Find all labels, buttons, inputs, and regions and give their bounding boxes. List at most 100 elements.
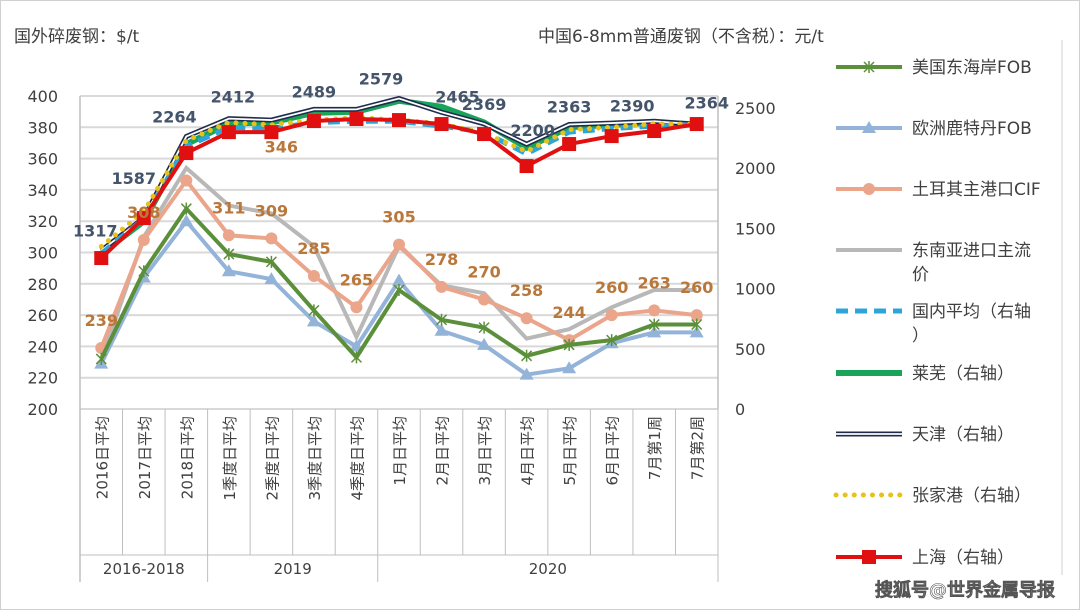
data-point <box>606 334 618 347</box>
series-line-inner <box>100 97 697 252</box>
group-label: 2016-2018 <box>103 560 185 578</box>
right-axis-title: 中国6-8mm普通废钢（不含税）：元/t <box>538 27 824 47</box>
data-point <box>520 312 533 325</box>
legend-label: 东南亚进口主流价 <box>912 241 1031 285</box>
category-label: 4季度日平均 <box>348 416 366 501</box>
data-point <box>264 272 279 285</box>
data-point <box>863 61 875 73</box>
right-tick-label: 2500 <box>735 99 776 118</box>
data-point <box>138 265 150 278</box>
data-point <box>308 304 320 317</box>
series-line <box>99 118 697 256</box>
data-label: 2363 <box>547 98 592 117</box>
category-label: 1季度日平均 <box>221 416 239 501</box>
data-point <box>222 229 235 242</box>
legend-item: 欧洲鹿特丹FOB <box>836 119 1032 139</box>
right-tick-label: 1500 <box>735 219 776 238</box>
data-label: 270 <box>467 262 500 281</box>
right-tick-label: 0 <box>735 400 745 419</box>
legend-label: 美国东海岸FOB <box>912 58 1032 78</box>
data-point <box>180 174 193 187</box>
category-label: 1月日平均 <box>391 416 409 486</box>
data-label: 258 <box>510 281 543 300</box>
data-point <box>223 248 235 261</box>
data-point <box>862 550 876 564</box>
data-point <box>307 269 320 282</box>
data-point <box>563 338 575 351</box>
left-tick-label: 280 <box>27 275 58 294</box>
data-label: 346 <box>265 138 298 157</box>
data-point <box>221 125 236 140</box>
category-label: 2月日平均 <box>434 416 452 486</box>
data-point <box>521 349 533 362</box>
left-tick-label: 340 <box>27 181 58 200</box>
data-point <box>349 111 364 126</box>
data-point <box>689 117 704 132</box>
data-point <box>95 352 107 365</box>
data-label: 260 <box>680 278 713 297</box>
data-point <box>393 238 405 251</box>
data-point <box>436 313 448 326</box>
data-point <box>180 202 192 215</box>
data-point <box>562 137 577 152</box>
data-label: 309 <box>255 201 288 220</box>
data-point <box>604 129 619 144</box>
data-label: 1587 <box>112 169 157 188</box>
left-tick-label: 360 <box>27 150 58 169</box>
axes: 200 220 240 260 280 300 320 340 360 380 400 0 500 100… <box>27 87 776 582</box>
legend-label: 天津（右轴） <box>912 425 1014 445</box>
right-tick-label: 2000 <box>735 159 776 178</box>
data-point <box>648 318 660 331</box>
legend-label: 张家港（右轴） <box>912 486 1031 506</box>
legend-label: 国内平均（右轴） <box>912 302 1031 346</box>
category-label: 2016日平均 <box>93 416 111 499</box>
data-label: 2489 <box>292 82 337 101</box>
left-tick-label: 380 <box>27 118 58 137</box>
data-label: 2579 <box>359 70 404 89</box>
category-label: 2017日平均 <box>136 416 154 499</box>
right-tick-label: 1000 <box>735 280 776 299</box>
data-point <box>137 233 150 246</box>
data-label: 285 <box>297 239 330 258</box>
data-label: 278 <box>425 250 458 269</box>
data-point <box>265 232 278 245</box>
data-point <box>691 318 703 331</box>
category-label: 5月日平均 <box>561 416 579 486</box>
data-label: 2390 <box>610 96 655 115</box>
legend-item: 国内平均（右轴） <box>836 302 1031 346</box>
legend-item: 东南亚进口主流价 <box>836 241 1031 285</box>
data-point <box>477 127 492 142</box>
legend-item: 莱芜（右轴） <box>836 364 1014 384</box>
left-tick-label: 400 <box>27 87 58 106</box>
data-point <box>434 117 449 132</box>
data-point <box>306 314 321 327</box>
legend-label: 土耳其主港口CIF <box>912 180 1041 200</box>
data-point <box>94 251 109 266</box>
legend-item: 上海（右轴） <box>836 548 1014 568</box>
data-point <box>264 125 279 140</box>
series-4 <box>99 118 697 256</box>
data-point <box>647 124 662 139</box>
data-point <box>392 273 406 286</box>
category-label: 2018日平均 <box>178 416 196 499</box>
data-point <box>690 309 703 322</box>
legend-item: 张家港（右轴） <box>833 486 1031 506</box>
category-label: 7月第1周 <box>646 416 664 480</box>
data-label: 244 <box>552 303 585 322</box>
data-label: 239 <box>85 311 118 330</box>
legend-label: 上海（右轴） <box>912 548 1014 568</box>
data-label: 2364 <box>684 93 729 112</box>
data-label: 2200 <box>510 121 555 140</box>
data-point <box>478 293 491 306</box>
data-point <box>393 284 405 297</box>
left-tick-label: 220 <box>27 369 58 388</box>
group-label: 2019 <box>274 560 312 578</box>
data-label: 2465 <box>435 87 480 106</box>
series-8 <box>94 111 704 266</box>
data-label: 308 <box>127 203 160 222</box>
data-point <box>350 301 363 314</box>
data-label: 2264 <box>152 107 197 126</box>
